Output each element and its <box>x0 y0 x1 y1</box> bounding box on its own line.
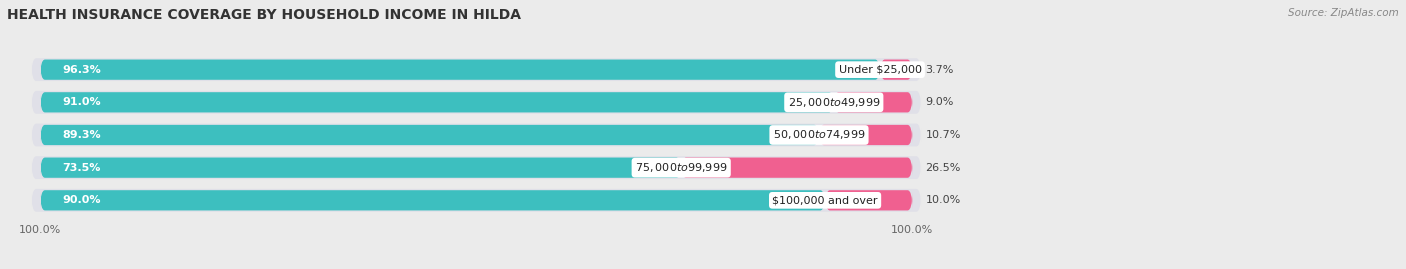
Text: 10.0%: 10.0% <box>925 195 960 205</box>
FancyBboxPatch shape <box>31 91 921 114</box>
FancyBboxPatch shape <box>41 92 834 112</box>
Text: $50,000 to $74,999: $50,000 to $74,999 <box>773 129 865 141</box>
FancyBboxPatch shape <box>31 156 921 179</box>
Text: Under $25,000: Under $25,000 <box>838 65 921 75</box>
FancyBboxPatch shape <box>31 123 921 146</box>
FancyBboxPatch shape <box>818 125 912 145</box>
Text: Source: ZipAtlas.com: Source: ZipAtlas.com <box>1288 8 1399 18</box>
Text: 10.7%: 10.7% <box>925 130 960 140</box>
FancyBboxPatch shape <box>31 58 921 81</box>
FancyBboxPatch shape <box>834 92 912 112</box>
FancyBboxPatch shape <box>41 125 818 145</box>
Text: 3.7%: 3.7% <box>925 65 953 75</box>
Text: 89.3%: 89.3% <box>62 130 101 140</box>
FancyBboxPatch shape <box>41 59 880 80</box>
FancyBboxPatch shape <box>31 189 921 212</box>
Text: $100,000 and over: $100,000 and over <box>772 195 877 205</box>
Text: 26.5%: 26.5% <box>925 163 960 173</box>
Text: HEALTH INSURANCE COVERAGE BY HOUSEHOLD INCOME IN HILDA: HEALTH INSURANCE COVERAGE BY HOUSEHOLD I… <box>7 8 522 22</box>
Text: $25,000 to $49,999: $25,000 to $49,999 <box>787 96 880 109</box>
Text: $75,000 to $99,999: $75,000 to $99,999 <box>636 161 727 174</box>
FancyBboxPatch shape <box>880 59 912 80</box>
Text: 73.5%: 73.5% <box>62 163 100 173</box>
FancyBboxPatch shape <box>681 158 912 178</box>
Text: 96.3%: 96.3% <box>62 65 101 75</box>
FancyBboxPatch shape <box>41 190 825 210</box>
FancyBboxPatch shape <box>41 158 681 178</box>
Text: 9.0%: 9.0% <box>925 97 953 107</box>
Text: 90.0%: 90.0% <box>62 195 100 205</box>
FancyBboxPatch shape <box>825 190 912 210</box>
Text: 91.0%: 91.0% <box>62 97 101 107</box>
